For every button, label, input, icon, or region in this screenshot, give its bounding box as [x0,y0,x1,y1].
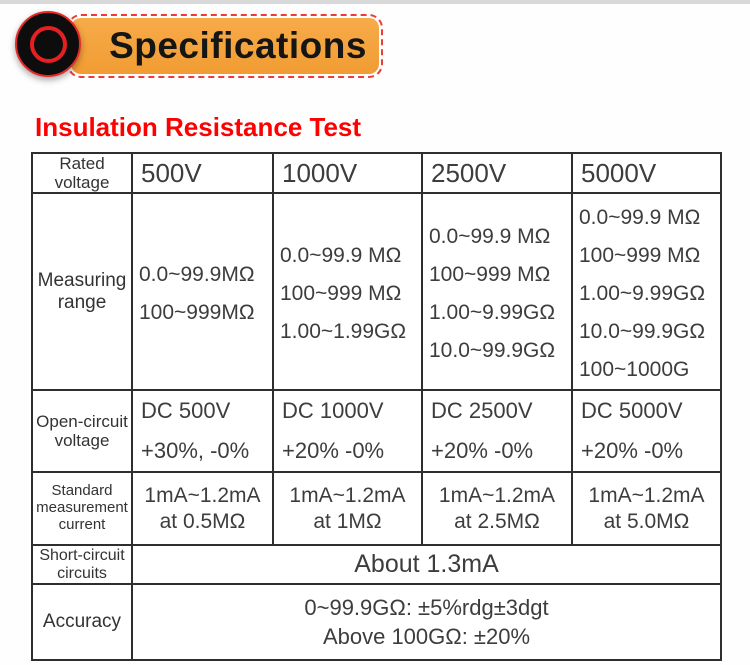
range-line: 1.00~1.99GΩ [280,320,407,344]
ocv-line: +20% -0% [431,438,534,464]
range-line: 100~999MΩ [139,301,255,325]
cell-rated-voltage-5000v: 5000V [571,151,722,195]
smc-line: 1mA~1.2mA [588,483,705,507]
accuracy-line: Above 100GΩ: ±20% [322,624,531,650]
cell-measuring-range-500v: 0.0~99.9MΩ 100~999MΩ [131,192,274,392]
row-label-short-circuit: Short-circuit circuits [31,544,133,586]
ocv-line: +20% -0% [282,438,385,464]
row-label-open-circuit-voltage: Open-circuit voltage [31,389,133,474]
table-row-short-circuit: Short-circuit circuits About 1.3mA [31,544,722,586]
range-line: 0.0~99.9 MΩ [429,225,551,249]
cell-accuracy-value: 0~99.9GΩ: ±5%rdg±3dgt Above 100GΩ: ±20% [131,583,722,662]
table-row-open-circuit-voltage: Open-circuit voltage DC 500V +30%, -0% D… [31,389,722,474]
cell-current-1000v: 1mA~1.2mA at 1MΩ [272,471,423,547]
cell-open-circuit-1000v: DC 1000V +20% -0% [272,389,423,474]
section-title: Insulation Resistance Test [35,112,362,142]
target-circle-icon [15,11,81,77]
specifications-badge-fill: Specifications [71,18,379,74]
cell-open-circuit-5000v: DC 5000V +20% -0% [571,389,722,474]
range-line: 1.00~9.99GΩ [579,282,706,306]
smc-line: 1mA~1.2mA [144,483,261,507]
cell-rated-voltage-1000v: 1000V [272,151,423,195]
specifications-badge: Specifications [67,14,383,78]
ocv-line: DC 2500V [431,398,533,424]
ocv-line: +30%, -0% [141,438,250,464]
smc-line: 1mA~1.2mA [438,483,556,507]
ocv-line: DC 1000V [282,398,384,424]
table-row-accuracy: Accuracy 0~99.9GΩ: ±5%rdg±3dgt Above 100… [31,583,722,662]
accuracy-line: 0~99.9GΩ: ±5%rdg±3dgt [304,595,549,621]
row-label-rated-voltage: Rated voltage [31,151,133,195]
cell-open-circuit-500v: DC 500V +30%, -0% [131,389,274,474]
range-line: 10.0~99.9GΩ [579,320,706,344]
cell-current-500v: 1mA~1.2mA at 0.5MΩ [131,471,274,547]
smc-line: at 2.5MΩ [454,509,540,533]
cell-short-circuit-value: About 1.3mA [131,544,722,586]
smc-line: at 1MΩ [313,509,382,533]
table-row-measuring-range: Measuring range 0.0~99.9MΩ 100~999MΩ 0.0… [31,192,722,392]
smc-line: at 0.5MΩ [159,509,246,533]
row-label-accuracy: Accuracy [31,583,133,662]
range-line: 1.00~9.99GΩ [429,301,556,325]
ocv-line: +20% -0% [581,438,684,464]
smc-line: 1mA~1.2mA [289,483,406,507]
range-line: 0.0~99.9 MΩ [579,206,701,230]
range-line: 100~1000G [579,358,690,382]
cell-measuring-range-1000v: 0.0~99.9 MΩ 100~999 MΩ 1.00~1.99GΩ [272,192,423,392]
table-row-standard-measurement-current: Standard measurement current 1mA~1.2mA a… [31,471,722,547]
range-line: 0.0~99.9 MΩ [280,244,402,268]
table-row-rated-voltage: Rated voltage 500V 1000V 2500V 5000V [31,151,722,195]
cell-rated-voltage-2500v: 2500V [421,151,573,195]
cell-current-5000v: 1mA~1.2mA at 5.0MΩ [571,471,722,547]
cell-current-2500v: 1mA~1.2mA at 2.5MΩ [421,471,573,547]
range-line: 100~999 MΩ [579,244,701,268]
smc-line: at 5.0MΩ [603,509,690,533]
row-label-standard-measurement-current: Standard measurement current [31,471,133,547]
cell-rated-voltage-500v: 500V [131,151,274,195]
specifications-badge-label: Specifications [109,25,367,66]
cell-open-circuit-2500v: DC 2500V +20% -0% [421,389,573,474]
range-line: 100~999 MΩ [280,282,402,306]
ocv-line: DC 500V [141,398,231,424]
ocv-line: DC 5000V [581,398,683,424]
target-inner-ring-icon [29,25,67,63]
cell-measuring-range-5000v: 0.0~99.9 MΩ 100~999 MΩ 1.00~9.99GΩ 10.0~… [571,192,722,392]
row-label-measuring-range: Measuring range [31,192,133,392]
range-line: 100~999 MΩ [429,263,551,287]
spec-table: Rated voltage 500V 1000V 2500V 5000V Mea… [31,151,722,662]
top-edge-strip [0,0,750,4]
range-line: 10.0~99.9GΩ [429,339,556,363]
range-line: 0.0~99.9MΩ [139,263,255,287]
cell-measuring-range-2500v: 0.0~99.9 MΩ 100~999 MΩ 1.00~9.99GΩ 10.0~… [421,192,573,392]
